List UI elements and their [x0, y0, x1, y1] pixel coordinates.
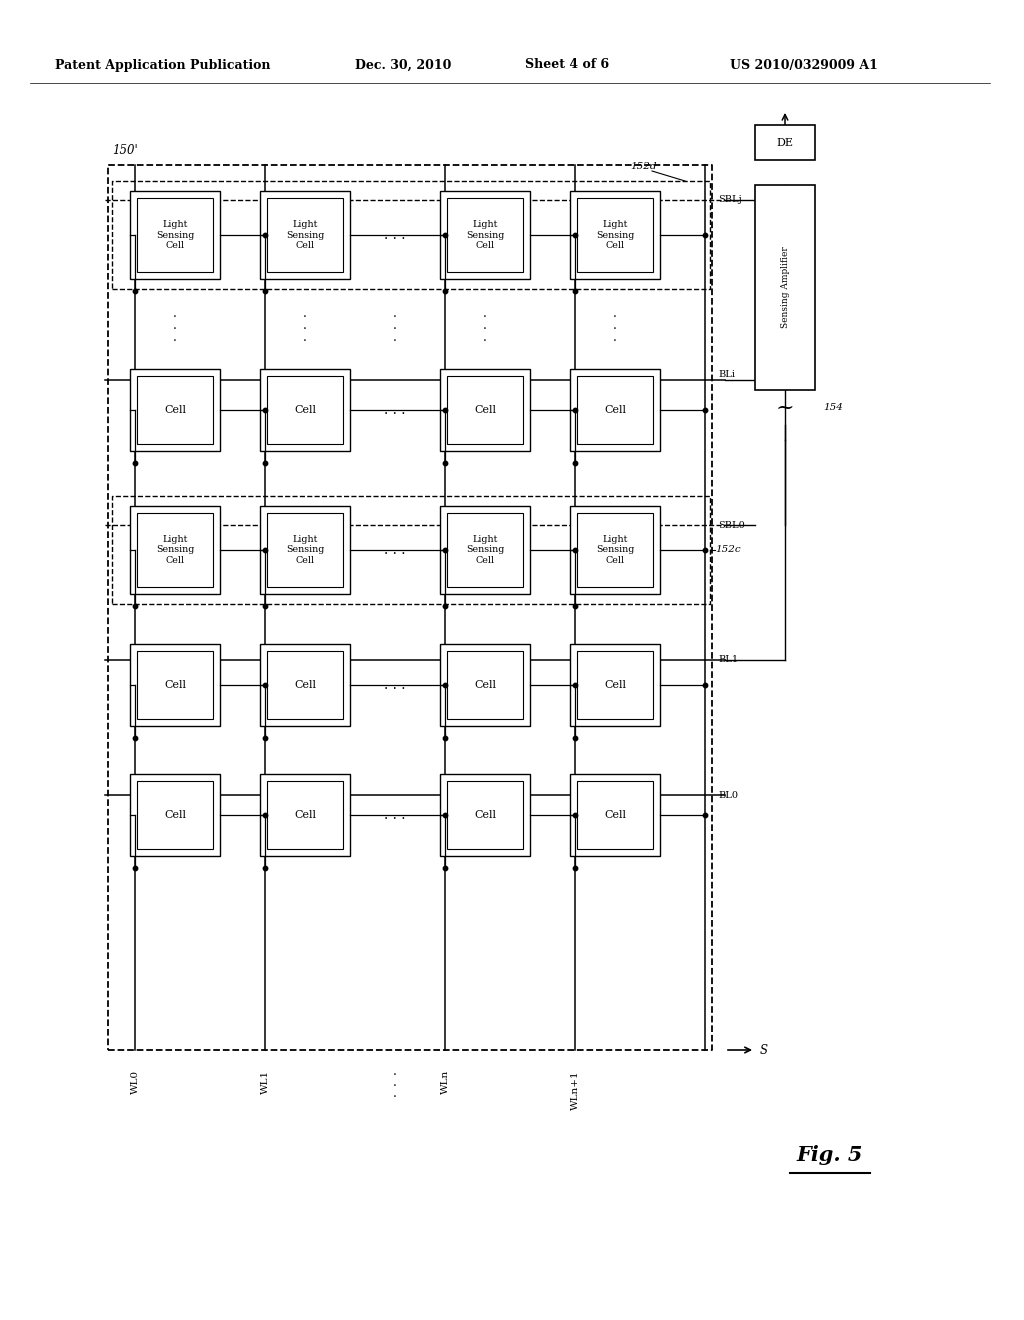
Bar: [570, 370, 660, 451]
Text: Cell: Cell: [294, 405, 316, 414]
Text: . . .: . . .: [384, 403, 406, 417]
Bar: [440, 370, 530, 451]
Bar: [570, 506, 660, 594]
Text: WL1: WL1: [260, 1071, 269, 1094]
Bar: [577, 376, 653, 444]
Text: Cell: Cell: [474, 810, 496, 820]
Text: Cell: Cell: [604, 405, 626, 414]
Bar: [440, 191, 530, 279]
Bar: [137, 651, 213, 719]
Bar: [570, 774, 660, 855]
Text: .
.
.: . . .: [613, 306, 616, 343]
Bar: [267, 781, 343, 849]
Text: Sensing Amplifier: Sensing Amplifier: [780, 247, 790, 329]
Text: Light
Sensing
Cell: Light Sensing Cell: [156, 220, 195, 249]
Text: Cell: Cell: [474, 680, 496, 690]
Bar: [260, 370, 350, 451]
Bar: [130, 191, 220, 279]
Bar: [267, 651, 343, 719]
Text: .
.
.: . . .: [303, 306, 307, 343]
Bar: [267, 513, 343, 587]
Text: WLn: WLn: [440, 1071, 450, 1094]
Text: .
.
.: . . .: [393, 1065, 397, 1100]
Bar: [137, 198, 213, 272]
Text: Light
Sensing
Cell: Light Sensing Cell: [596, 220, 634, 249]
Text: . . .: . . .: [384, 808, 406, 822]
Bar: [577, 198, 653, 272]
Text: 152d: 152d: [630, 162, 656, 172]
Text: . . .: . . .: [384, 543, 406, 557]
Text: SBLj: SBLj: [718, 195, 741, 205]
Bar: [447, 651, 523, 719]
Bar: [577, 651, 653, 719]
Bar: [447, 198, 523, 272]
Text: SBL0: SBL0: [718, 520, 744, 529]
Text: BL1: BL1: [718, 656, 738, 664]
Bar: [267, 198, 343, 272]
Bar: [440, 506, 530, 594]
Bar: [570, 644, 660, 726]
Text: BLi: BLi: [718, 371, 735, 379]
Text: DE: DE: [776, 137, 794, 148]
Bar: [440, 644, 530, 726]
Bar: [130, 370, 220, 451]
Text: Patent Application Publication: Patent Application Publication: [55, 58, 270, 71]
Text: Cell: Cell: [604, 810, 626, 820]
Bar: [130, 506, 220, 594]
Text: S: S: [760, 1044, 768, 1056]
Bar: [260, 506, 350, 594]
Text: 152c: 152c: [715, 545, 740, 554]
Text: .
.
.: . . .: [393, 306, 397, 343]
Text: US 2010/0329009 A1: US 2010/0329009 A1: [730, 58, 878, 71]
Bar: [755, 185, 815, 389]
Bar: [130, 774, 220, 855]
Text: 154: 154: [823, 404, 843, 412]
Text: Cell: Cell: [474, 405, 496, 414]
Bar: [577, 781, 653, 849]
Text: BL0: BL0: [718, 791, 738, 800]
Text: Sheet 4 of 6: Sheet 4 of 6: [525, 58, 609, 71]
Bar: [447, 376, 523, 444]
Text: Light
Sensing
Cell: Light Sensing Cell: [286, 536, 325, 565]
Text: Cell: Cell: [294, 680, 316, 690]
Bar: [447, 781, 523, 849]
Bar: [137, 376, 213, 444]
Bar: [260, 644, 350, 726]
Text: WLn+1: WLn+1: [570, 1071, 580, 1110]
Text: Light
Sensing
Cell: Light Sensing Cell: [466, 220, 504, 249]
Text: Light
Sensing
Cell: Light Sensing Cell: [156, 536, 195, 565]
Bar: [577, 513, 653, 587]
Text: Cell: Cell: [164, 680, 186, 690]
Text: 150': 150': [112, 144, 138, 157]
Text: .
.
.: . . .: [173, 306, 177, 343]
Bar: [440, 774, 530, 855]
Bar: [267, 376, 343, 444]
Text: Cell: Cell: [164, 405, 186, 414]
Text: Cell: Cell: [164, 810, 186, 820]
Bar: [137, 781, 213, 849]
Bar: [570, 191, 660, 279]
Text: Dec. 30, 2010: Dec. 30, 2010: [355, 58, 452, 71]
Bar: [260, 774, 350, 855]
Text: . . .: . . .: [384, 228, 406, 242]
Text: Light
Sensing
Cell: Light Sensing Cell: [596, 536, 634, 565]
Text: Cell: Cell: [294, 810, 316, 820]
Text: WL0: WL0: [130, 1071, 139, 1094]
Bar: [447, 513, 523, 587]
Text: Fig. 5: Fig. 5: [797, 1144, 863, 1166]
Text: Light
Sensing
Cell: Light Sensing Cell: [466, 536, 504, 565]
Text: Light
Sensing
Cell: Light Sensing Cell: [286, 220, 325, 249]
Bar: [260, 191, 350, 279]
Bar: [755, 125, 815, 160]
Text: . . .: . . .: [384, 678, 406, 692]
Text: ~: ~: [776, 397, 795, 418]
Bar: [137, 513, 213, 587]
Text: .
.
.: . . .: [483, 306, 487, 343]
Bar: [130, 644, 220, 726]
Text: Cell: Cell: [604, 680, 626, 690]
